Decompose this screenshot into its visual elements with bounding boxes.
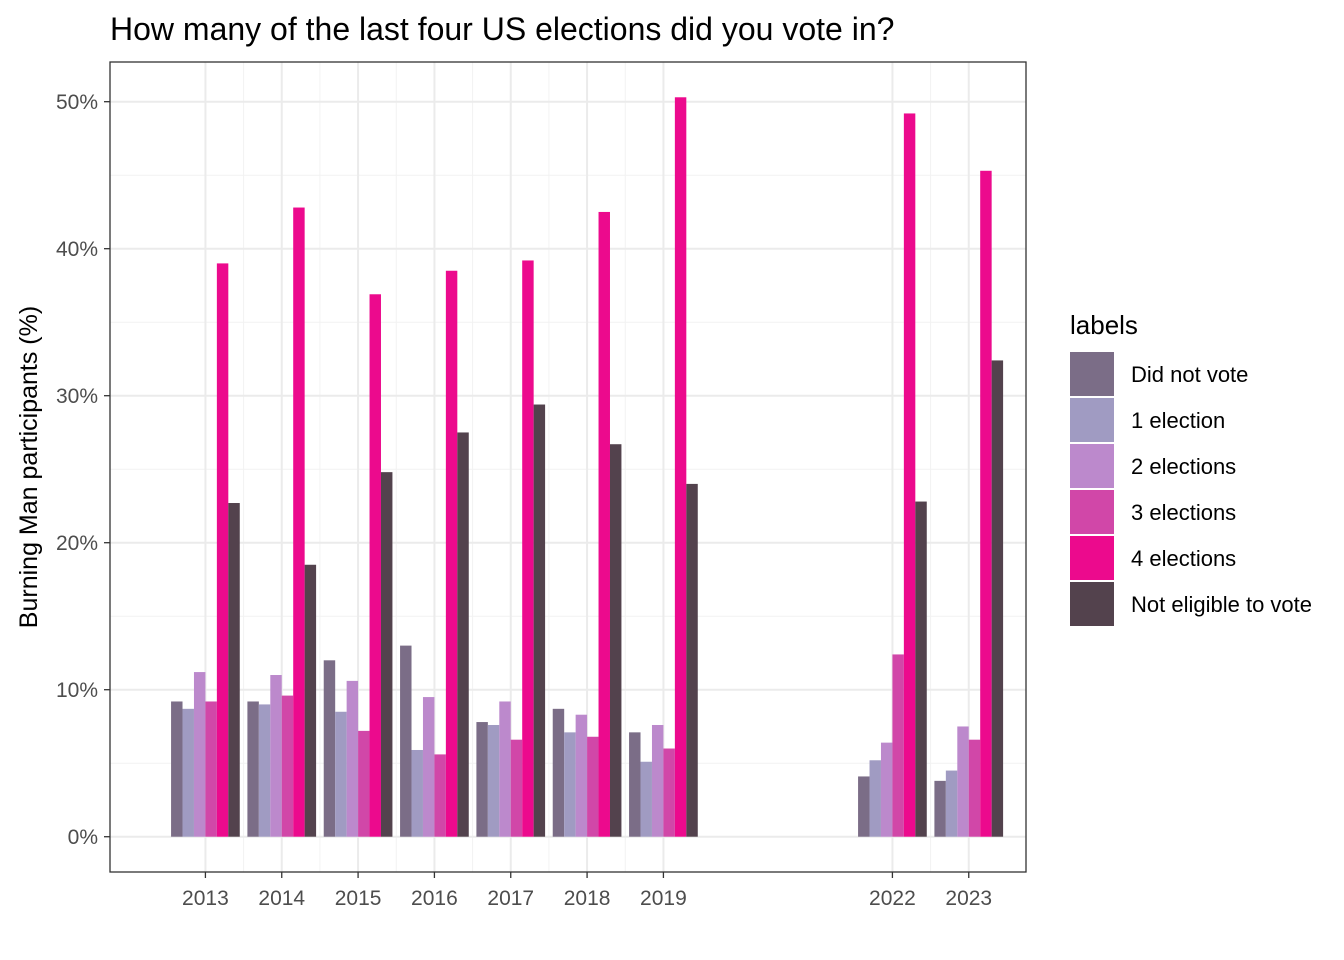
bar <box>674 97 687 837</box>
bar <box>552 708 565 837</box>
bar <box>564 732 576 837</box>
bar <box>171 701 183 837</box>
x-tick-label: 2015 <box>335 887 382 910</box>
bar <box>651 724 664 837</box>
legend-key <box>1070 444 1114 488</box>
bar <box>915 501 927 837</box>
bar <box>216 263 229 837</box>
bar <box>346 680 359 837</box>
bar <box>457 432 469 837</box>
plot-border <box>109 61 1027 873</box>
y-tick-label: 50% <box>56 91 98 114</box>
bar <box>400 645 412 837</box>
bar <box>499 701 511 837</box>
bar <box>880 742 893 837</box>
legend-label: 3 elections <box>1131 500 1236 525</box>
bar <box>411 749 423 837</box>
bar <box>205 701 217 837</box>
bar <box>510 739 523 837</box>
x-tick-label: 2016 <box>411 887 458 910</box>
bar <box>640 761 652 837</box>
bar <box>629 732 641 837</box>
bar <box>858 776 870 837</box>
legend-key <box>1070 536 1114 580</box>
x-tick-label: 2022 <box>869 887 916 910</box>
bar <box>892 654 904 837</box>
bar <box>968 739 981 837</box>
y-tick-label: 20% <box>56 532 98 555</box>
bar <box>587 736 599 837</box>
bar <box>323 660 336 837</box>
bar <box>335 711 347 837</box>
bar <box>663 748 675 837</box>
legend-label: Did not vote <box>1131 362 1248 387</box>
legend-label: 2 elections <box>1131 454 1236 479</box>
bar <box>991 360 1004 837</box>
bar <box>533 404 546 837</box>
bar <box>380 472 393 837</box>
bar <box>903 113 916 837</box>
legend-key <box>1070 352 1114 396</box>
x-axis: 2013 2014 2015 2016 2017 2018 2019 2022 2023 <box>182 872 992 910</box>
bar <box>193 672 206 837</box>
bar <box>487 724 500 837</box>
bar <box>934 780 946 837</box>
bar <box>522 260 534 837</box>
y-axis: 0% 10% 20% 30% 40% 50% <box>56 91 110 849</box>
x-tick-label: 2013 <box>182 887 229 910</box>
bar <box>358 730 370 837</box>
bar <box>228 503 240 837</box>
bars <box>171 97 1004 837</box>
bar <box>270 675 282 837</box>
bar <box>422 697 435 837</box>
bar <box>476 722 488 837</box>
bar <box>575 714 588 837</box>
y-tick-label: 10% <box>56 679 98 702</box>
legend-key <box>1070 398 1114 442</box>
bar <box>957 726 969 837</box>
grid-minor <box>110 62 1026 872</box>
x-tick-label: 2017 <box>487 887 534 910</box>
x-tick-label: 2018 <box>564 887 611 910</box>
bar <box>686 483 698 837</box>
bar <box>869 760 881 837</box>
y-axis-title: Burning Man participants (%) <box>15 306 43 628</box>
bar <box>247 701 259 837</box>
legend-title: labels <box>1070 310 1138 340</box>
y-tick-label: 0% <box>68 826 98 849</box>
x-tick-label: 2019 <box>640 887 687 910</box>
bar <box>293 207 305 837</box>
bar <box>445 270 458 837</box>
legend-key <box>1070 490 1114 534</box>
legend-key <box>1070 582 1114 626</box>
x-tick-label: 2014 <box>258 887 305 910</box>
bar <box>434 754 446 837</box>
y-tick-label: 40% <box>56 238 98 261</box>
legend-label: 1 election <box>1131 408 1225 433</box>
bar <box>182 708 194 837</box>
bar <box>980 170 992 837</box>
legend-label: 4 elections <box>1131 546 1236 571</box>
bar <box>304 564 317 837</box>
bar <box>598 211 610 837</box>
legend: labels Did not vote 1 election 2 elections… <box>1070 310 1312 626</box>
bar <box>258 704 271 837</box>
chart-title: How many of the last four US elections d… <box>110 11 894 47</box>
bar <box>281 695 294 837</box>
bar <box>369 294 381 837</box>
bar <box>609 444 622 837</box>
y-tick-label: 30% <box>56 385 98 408</box>
bar <box>945 770 958 837</box>
x-tick-label: 2023 <box>945 887 992 910</box>
legend-label: Not eligible to vote <box>1131 592 1312 617</box>
